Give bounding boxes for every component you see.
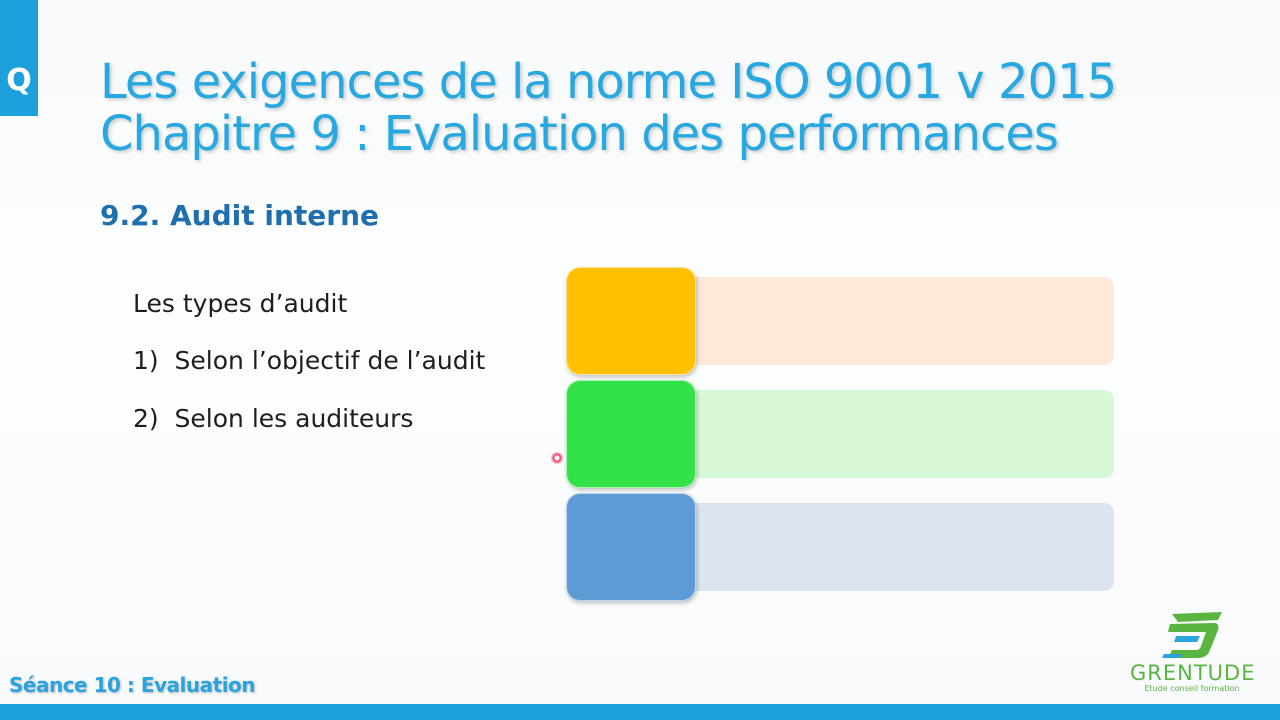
slide-title: Les exigences de la norme ISO 9001 v 201… <box>100 56 1250 160</box>
corner-tab: Q <box>0 0 38 116</box>
diagram-box-2 <box>566 380 696 488</box>
footer-session-label: Séance 10 : Evaluation <box>9 673 256 697</box>
diagram-bar-3 <box>686 503 1114 591</box>
content-item-2: 2) Selon les auditeurs <box>133 404 414 433</box>
content-heading: Les types d’audit <box>133 289 348 318</box>
footer-bar <box>0 704 1280 720</box>
diagram-row-1 <box>566 267 1118 375</box>
corner-tab-letter: Q <box>6 63 32 98</box>
laser-pointer-dot <box>551 452 563 464</box>
grentude-logo: GRENTUDE Etude conseil formation <box>1130 608 1254 698</box>
content-item-1: 1) Selon l’objectif de l’audit <box>133 346 486 375</box>
section-heading: 9.2. Audit interne <box>100 199 380 232</box>
logo-tagline: Etude conseil formation <box>1144 684 1240 693</box>
diagram-box-3 <box>566 493 696 601</box>
grentude-logo-icon <box>1162 612 1222 658</box>
diagram-bar-2 <box>686 390 1114 478</box>
diagram-row-2 <box>566 380 1118 488</box>
title-line-1: Les exigences de la norme ISO 9001 v 201… <box>100 54 1117 110</box>
logo-wordmark: GRENTUDE <box>1130 661 1256 685</box>
diagram-box-1 <box>566 267 696 375</box>
title-line-2: Chapitre 9 : Evaluation des performances <box>100 106 1059 162</box>
diagram-bar-1 <box>686 277 1114 365</box>
diagram-row-3 <box>566 493 1118 601</box>
